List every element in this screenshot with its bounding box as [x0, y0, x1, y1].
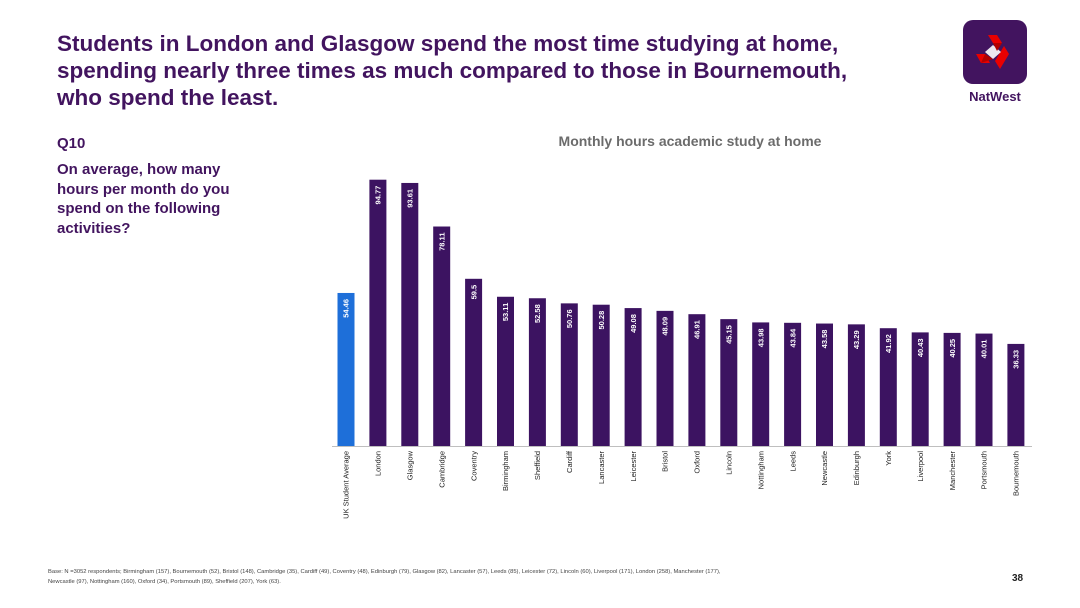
- bar-cardiff: [560, 303, 578, 446]
- category-label-york: York: [884, 451, 893, 466]
- bar-nottingham: [752, 322, 770, 446]
- category-label-lancaster: Lancaster: [597, 450, 606, 483]
- bar-cambridge: [433, 226, 451, 446]
- data-label-bristol: 48.09: [661, 317, 670, 336]
- data-label-birmingham: 53.11: [501, 303, 510, 321]
- category-label-coventry: Coventry: [469, 451, 478, 481]
- bar-york: [879, 328, 897, 446]
- category-label-london: London: [374, 451, 383, 476]
- page-number: 38: [1012, 573, 1024, 584]
- category-label-nottingham: Nottingham: [756, 451, 765, 489]
- data-label-uk-student-average: 54.46: [342, 299, 351, 318]
- data-label-cardiff: 50.76: [565, 309, 574, 328]
- bar-lancaster: [592, 304, 610, 446]
- category-label-manchester: Manchester: [948, 451, 957, 491]
- category-label-sheffield: Sheffield: [533, 451, 542, 480]
- chart-title: Monthly hours academic study at home: [558, 133, 822, 149]
- bar-leicester: [624, 308, 642, 446]
- data-label-newcastle: 43.58: [820, 330, 829, 349]
- category-label-portsmouth: Portsmouth: [980, 451, 989, 489]
- bar-coventry: [465, 278, 483, 446]
- question-number: Q10: [57, 135, 86, 152]
- category-label-bristol: Bristol: [661, 451, 670, 472]
- base-note: Base: N =3052 respondents; Birmingham (1…: [48, 569, 721, 585]
- natwest-logo-icon: [963, 20, 1027, 84]
- category-label-glasgow: Glasgow: [406, 450, 415, 480]
- data-label-lincoln: 45.15: [725, 325, 734, 344]
- bar-bristol: [656, 310, 674, 446]
- data-label-manchester: 40.25: [948, 339, 957, 358]
- data-label-bournemouth: 36.33: [1012, 350, 1021, 369]
- data-label-sheffield: 52.58: [533, 304, 542, 323]
- question-text: On average, how many hours per month do …: [57, 161, 230, 237]
- bar-manchester: [943, 332, 961, 446]
- bar-uk-student-average: [337, 292, 355, 446]
- bar-glasgow: [401, 182, 419, 446]
- slide-headline: Students in London and Glasgow spend the…: [57, 31, 848, 110]
- data-label-portsmouth: 40.01: [980, 340, 989, 359]
- bar-bournemouth: [1007, 343, 1025, 446]
- bar-oxford: [688, 314, 706, 446]
- category-label-leicester: Leicester: [629, 451, 638, 482]
- natwest-logo: NatWest: [962, 20, 1028, 104]
- data-label-london: 94.77: [374, 186, 383, 205]
- bar-newcastle: [816, 323, 833, 446]
- category-label-cardiff: Cardiff: [565, 450, 574, 473]
- category-label-cambridge: Cambridge: [437, 451, 446, 488]
- category-label-lincoln: Lincoln: [725, 451, 734, 475]
- bar-edinburgh: [847, 324, 865, 446]
- bar-portsmouth: [975, 333, 993, 446]
- data-label-edinburgh: 43.29: [852, 330, 861, 349]
- data-label-leeds: 43.84: [788, 328, 797, 348]
- bar-lincoln: [720, 319, 738, 446]
- brand-name: NatWest: [969, 89, 1021, 104]
- data-label-leicester: 49.08: [629, 314, 638, 333]
- bar-leeds: [784, 322, 802, 446]
- data-label-york: 41.92: [884, 334, 893, 353]
- bar-liverpool: [911, 332, 929, 446]
- category-label-uk-student-average: UK Student Average: [342, 451, 351, 519]
- category-label-newcastle: Newcastle: [820, 451, 829, 486]
- category-label-bournemouth: Bournemouth: [1012, 451, 1021, 496]
- category-label-edinburgh: Edinburgh: [852, 451, 861, 485]
- bar-sheffield: [528, 298, 546, 446]
- data-label-oxford: 46.91: [693, 320, 702, 339]
- category-label-liverpool: Liverpool: [916, 451, 925, 482]
- data-label-liverpool: 40.43: [916, 338, 925, 357]
- bar-london: [369, 179, 387, 447]
- data-label-coventry: 59.5: [469, 285, 478, 300]
- category-label-leeds: Leeds: [788, 451, 797, 472]
- data-label-cambridge: 78.11: [437, 233, 446, 251]
- data-label-lancaster: 50.28: [597, 311, 606, 330]
- category-label-birmingham: Birmingham: [501, 451, 510, 491]
- category-label-oxford: Oxford: [693, 451, 702, 474]
- bar-birmingham: [497, 296, 514, 446]
- data-label-glasgow: 93.61: [406, 189, 415, 208]
- data-label-nottingham: 43.98: [756, 328, 765, 347]
